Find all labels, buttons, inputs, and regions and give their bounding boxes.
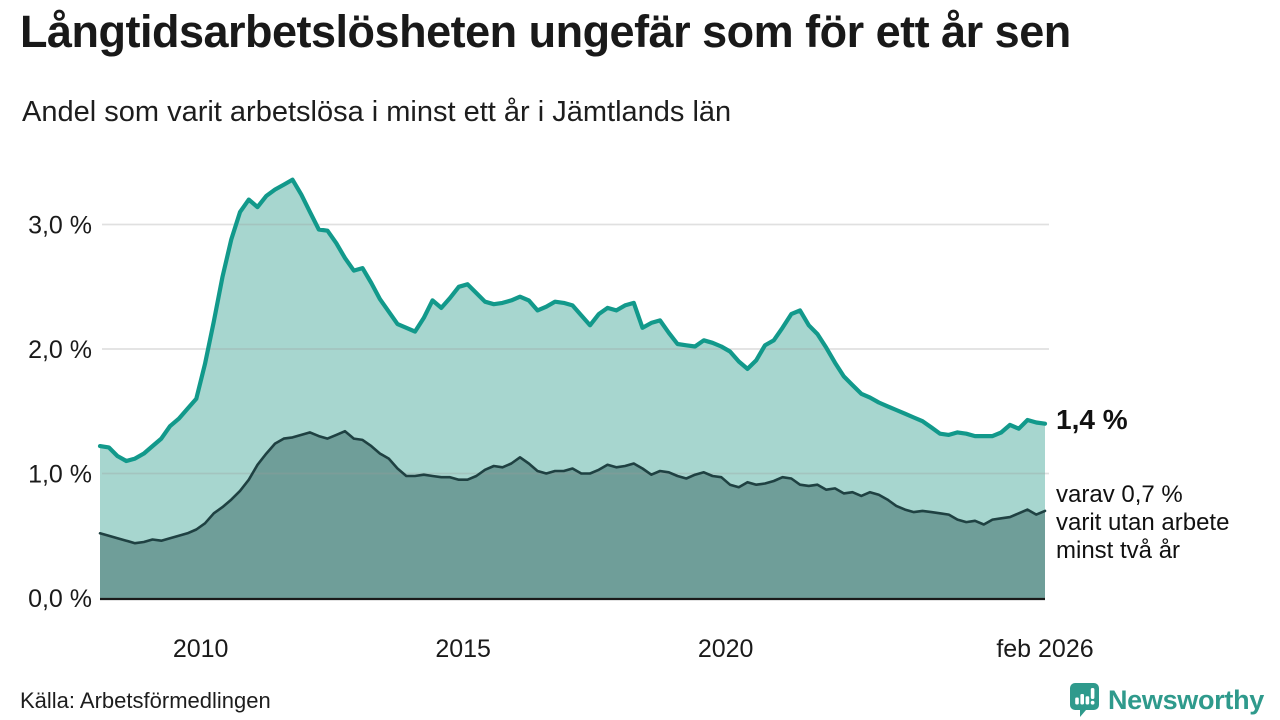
y-tick-label: 1,0 %: [28, 461, 92, 489]
page-subtitle: Andel som varit arbetslösa i minst ett å…: [22, 96, 732, 128]
newsworthy-logo: Newsworthy: [1069, 682, 1264, 718]
page-title: Långtidsarbetslösheten ungefär som för e…: [20, 6, 1071, 57]
x-tick-label: 2010: [173, 635, 229, 663]
logo-bar-1: [1075, 697, 1079, 705]
logo-bar-3: [1085, 696, 1090, 705]
logo-exclamation-dot: [1090, 700, 1095, 705]
newsworthy-icon: [1069, 683, 1099, 717]
x-tick-label: 2015: [435, 635, 491, 663]
source-note: Källa: Arbetsförmedlingen: [20, 688, 271, 713]
y-tick-label: 3,0 %: [28, 212, 92, 240]
x-tick-label: 2020: [698, 635, 754, 663]
logo-bubble-shape: [1069, 683, 1099, 717]
annotation-line-2: varit utan arbete: [1056, 509, 1230, 536]
x-tick-label: feb 2026: [996, 635, 1093, 663]
annotation-line-3: minst två år: [1056, 537, 1181, 564]
logo-exclamation-bar: [1090, 688, 1095, 699]
line-series-1: [97, 177, 1048, 464]
annotation-line-1: varav 0,7 %: [1056, 481, 1183, 508]
newsworthy-wordmark: Newsworthy: [1107, 684, 1264, 715]
area-series-2: [100, 431, 1045, 598]
y-tick-label: 2,0 %: [28, 336, 92, 364]
end-value-label: 1,4 %: [1056, 404, 1128, 435]
two-year-annotation: varav 0,7 % varit utan arbete minst två …: [1056, 481, 1229, 565]
y-tick-label: 0,0 %: [28, 585, 92, 613]
logo-bar-2: [1080, 694, 1084, 705]
line-series-2: [98, 429, 1047, 545]
